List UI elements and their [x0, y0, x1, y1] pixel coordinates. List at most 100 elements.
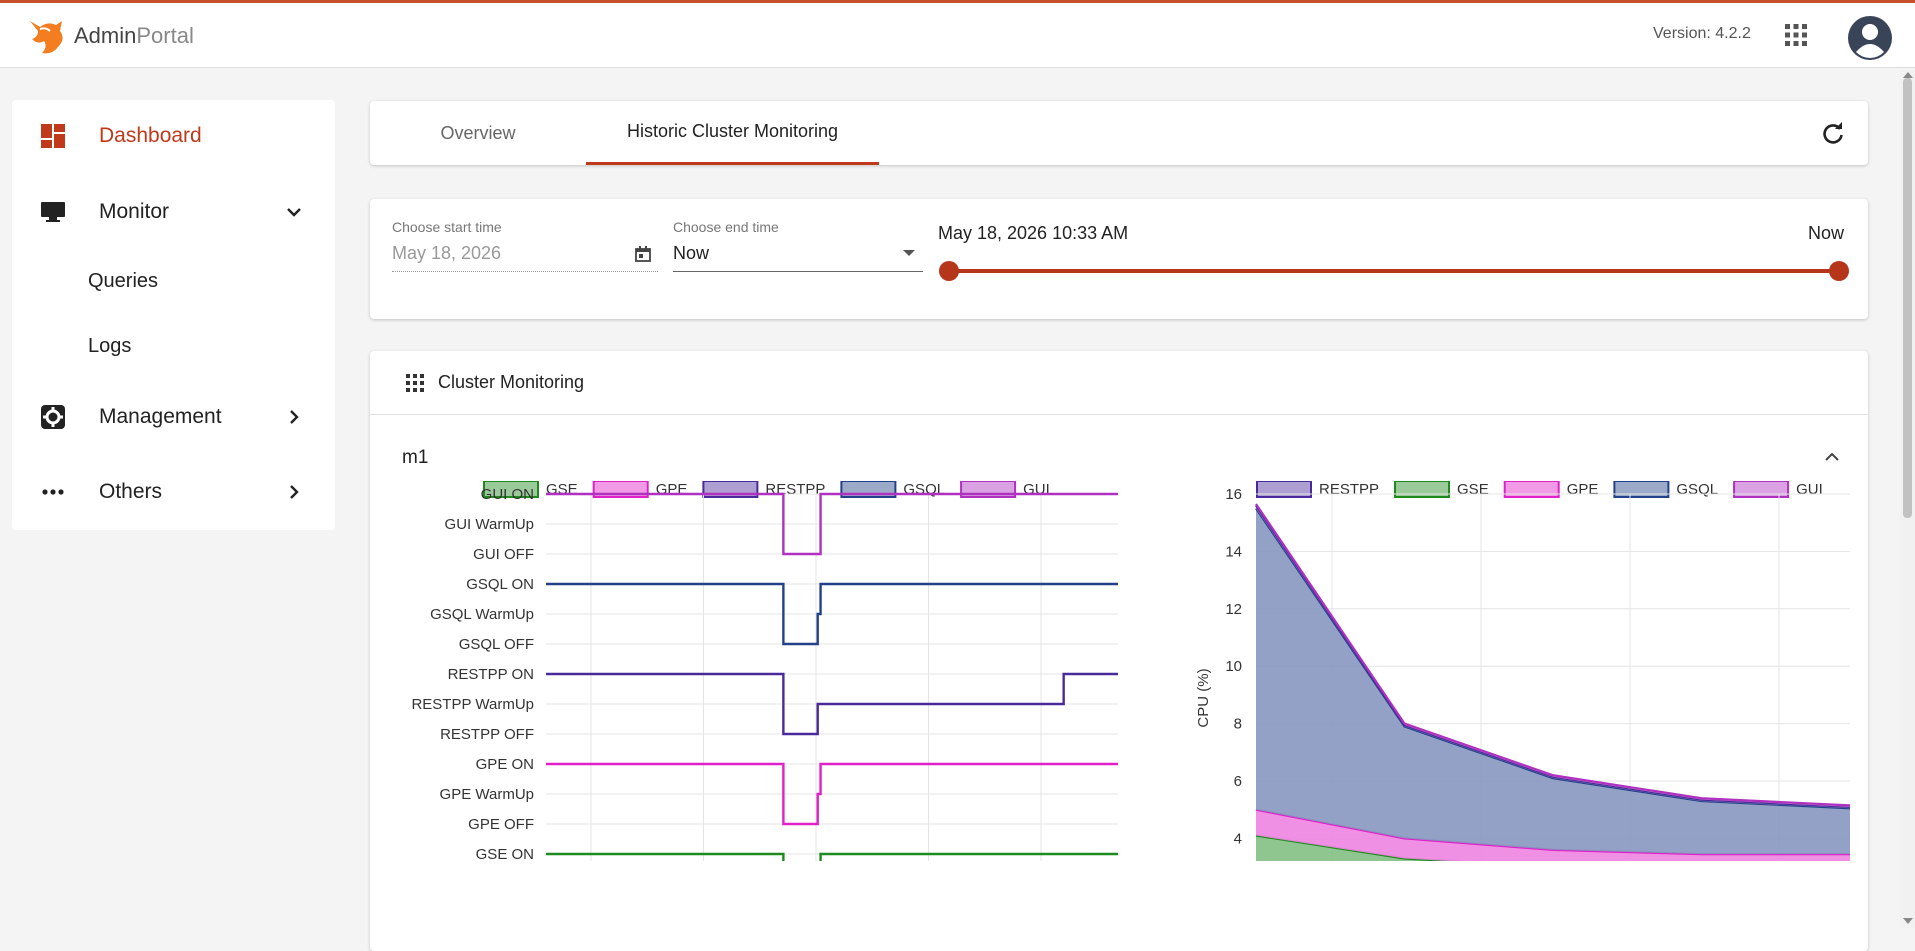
- y-tick-label: 14: [1225, 543, 1242, 560]
- legend-label-gsql: GSQL: [903, 481, 945, 498]
- y-tick-label: RESTPP ON: [448, 666, 534, 683]
- version-label: Version: 4.2.2: [1653, 25, 1751, 42]
- slider-start-label: May 18, 2026 10:33 AM: [938, 223, 1129, 243]
- refresh-button[interactable]: [1820, 121, 1846, 152]
- scroll-up-arrow-icon[interactable]: [1903, 72, 1913, 78]
- end-time-select[interactable]: Choose end time Now: [673, 199, 923, 279]
- sidebar-item-label: Management: [99, 405, 222, 428]
- sidebar-item-others[interactable]: Others: [12, 467, 335, 517]
- y-tick-label: 8: [1234, 716, 1242, 733]
- legend-swatch-restpp: [1256, 481, 1312, 498]
- start-time-field[interactable]: Choose start time May 18, 2026: [392, 199, 658, 279]
- y-tick-label: GSQL WarmUp: [430, 606, 534, 623]
- tab-bar: Overview Historic Cluster Monitoring: [370, 101, 1868, 165]
- y-tick-label: GPE WarmUp: [440, 786, 534, 803]
- sidebar-item-monitor[interactable]: Monitor: [12, 187, 335, 237]
- calendar-icon[interactable]: [634, 245, 652, 263]
- area-gpe: [1256, 809, 1850, 861]
- scrollbar-thumb[interactable]: [1903, 78, 1912, 518]
- time-slider-end-handle[interactable]: [1829, 261, 1849, 281]
- dropdown-arrow-icon[interactable]: [903, 250, 915, 256]
- dashboard-icon: [41, 124, 65, 148]
- legend-swatch-gse: [483, 481, 539, 498]
- series-line-gpe: [546, 762, 1118, 826]
- series-line-gsql: [546, 582, 1118, 646]
- y-tick-label: GPE OFF: [468, 816, 534, 833]
- y-tick-label: GUI OFF: [473, 546, 534, 563]
- legend-swatch-gpe: [1503, 481, 1560, 498]
- series-line-gui: [546, 492, 1118, 556]
- sidebar-item-label: Others: [99, 480, 163, 503]
- y-tick-label: GUI ON: [481, 486, 534, 503]
- area-gse: [1256, 835, 1448, 861]
- app-header: AdminPortal Version: 4.2.2: [0, 3, 1915, 68]
- tab-overview[interactable]: Overview: [440, 122, 516, 143]
- app-name: AdminPortal: [74, 23, 194, 48]
- legend-label-gui: GUI: [1023, 481, 1050, 498]
- y-tick-label: GUI WarmUp: [445, 516, 534, 533]
- legend-label-gui: GUI: [1796, 481, 1823, 498]
- y-tick-label: RESTPP WarmUp: [411, 696, 534, 713]
- app-logo[interactable]: AdminPortal: [26, 17, 194, 55]
- chevron-up-icon[interactable]: [1822, 447, 1842, 467]
- scroll-down-arrow-icon[interactable]: [1903, 918, 1913, 924]
- start-time-underline: [392, 271, 658, 272]
- gear-icon: [41, 405, 65, 429]
- slider-end-label: Now: [1808, 223, 1845, 243]
- legend-label-gse: GSE: [1457, 481, 1489, 498]
- y-tick-label: 4: [1234, 830, 1242, 847]
- legend-label-gpe: GPE: [656, 481, 688, 498]
- sidebar-subitem-logs[interactable]: Logs: [88, 335, 132, 357]
- legend-label-restpp: RESTPP: [1319, 481, 1379, 498]
- y-tick-label: GPE ON: [476, 756, 534, 773]
- more-horiz-icon: [42, 489, 64, 495]
- sidebar-item-label: Dashboard: [99, 124, 202, 147]
- series-line-restpp: [546, 672, 1118, 736]
- chevron-right-icon: [290, 410, 299, 424]
- sidebar-item-dashboard[interactable]: Dashboard: [12, 111, 335, 161]
- legend-swatch-gui: [1733, 481, 1790, 498]
- start-time-caption: Choose start time: [392, 219, 502, 235]
- start-time-input[interactable]: May 18, 2026: [392, 243, 502, 263]
- y-tick-label: 6: [1234, 773, 1242, 790]
- legend-label-gse: GSE: [546, 481, 578, 498]
- y-tick-label: 10: [1225, 658, 1242, 675]
- series-line-gse: [1255, 834, 1467, 861]
- page-scrollbar[interactable]: [1900, 70, 1915, 928]
- series-line-gui: [1255, 503, 1851, 807]
- cluster-monitoring-panel: Cluster Monitoring m1 GSE GPE RESTPP GSQL GU…: [370, 351, 1868, 951]
- end-time-value[interactable]: Now: [673, 243, 710, 263]
- area-gsql: [1256, 508, 1850, 855]
- legend-swatch-gse: [1394, 481, 1451, 498]
- y-tick-label: GSQL OFF: [459, 636, 534, 653]
- sidebar-subitem-queries[interactable]: Queries: [88, 270, 159, 292]
- end-time-underline: [673, 271, 923, 272]
- top-accent-bar: [0, 0, 1915, 3]
- refresh-icon: [1823, 122, 1843, 144]
- y-tick-label: 16: [1225, 486, 1242, 503]
- node-label: m1: [402, 447, 429, 468]
- time-slider-start-handle[interactable]: [939, 261, 959, 281]
- cluster-monitoring-header: Cluster Monitoring: [370, 351, 1868, 415]
- avatar[interactable]: [1848, 16, 1892, 65]
- sidebar-item-management[interactable]: Management: [12, 392, 335, 442]
- account-circle-icon: [1848, 16, 1892, 60]
- chevron-right-icon: [290, 485, 299, 499]
- time-slider-track[interactable]: [949, 269, 1839, 273]
- monitor-icon: [41, 202, 65, 222]
- sidebar: Dashboard Monitor Queries Logs Managemen…: [12, 100, 335, 530]
- y-tick-label: 12: [1225, 601, 1242, 618]
- series-line-gse: [546, 852, 1118, 861]
- legend-label-gsql: GSQL: [1676, 481, 1718, 498]
- time-range-panel: Choose start time May 18, 2026 Choose en…: [370, 199, 1868, 319]
- apps-grid-icon[interactable]: [1784, 23, 1808, 52]
- tiger-logo-icon: [30, 21, 63, 54]
- cpu-usage-chart: RESTPP GSE GPE GSQL GUI 4 6 8 10 12 14 16 CPU (%): [1195, 481, 1851, 861]
- legend-swatch-gsql: [1613, 481, 1670, 498]
- end-time-caption: Choose end time: [673, 219, 779, 235]
- apps-grid-icon: [406, 374, 424, 392]
- legend-label-gpe: GPE: [1567, 481, 1599, 498]
- y-tick-label: RESTPP OFF: [440, 726, 534, 743]
- tab-historic-cluster-monitoring[interactable]: Historic Cluster Monitoring: [586, 101, 879, 165]
